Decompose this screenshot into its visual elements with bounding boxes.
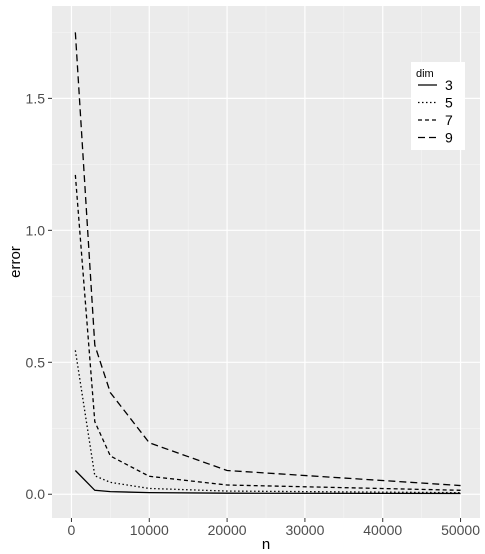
minor-gridlines [52,6,480,518]
x-tick-label: 0 [68,522,76,538]
series-line-dim-7 [74,174,461,491]
x-tick-label: 20000 [208,522,247,538]
y-tick-label: 0.0 [26,486,46,502]
x-tick-label: 50000 [441,522,480,538]
y-axis-ticks: 0.0 0.5 1.0 1.5 [26,90,52,502]
legend-title: dim [416,68,434,80]
x-axis-title: n [262,536,270,553]
legend-label-dim-5: 5 [445,95,453,111]
x-tick-label: 40000 [363,522,402,538]
y-tick-label: 1.0 [26,222,46,238]
x-tick-label: 10000 [130,522,169,538]
series-line-dim-3 [74,470,461,495]
series-lines [74,32,461,495]
y-tick-label: 1.5 [26,90,46,106]
legend-label-dim-3: 3 [445,77,453,93]
y-axis-title: error [7,246,24,278]
y-tick-label: 0.5 [26,354,46,370]
legend-background [411,62,465,150]
x-axis-ticks: 0 10000 20000 30000 40000 50000 [68,518,480,538]
legend-label-dim-9: 9 [445,130,453,146]
x-tick-label: 30000 [285,522,324,538]
legend: dim 3 57 9 [411,62,465,150]
legend-label-dim-7: 7 [445,112,453,128]
major-gridlines [52,6,480,518]
legend-items: 3 57 9 [418,77,453,146]
